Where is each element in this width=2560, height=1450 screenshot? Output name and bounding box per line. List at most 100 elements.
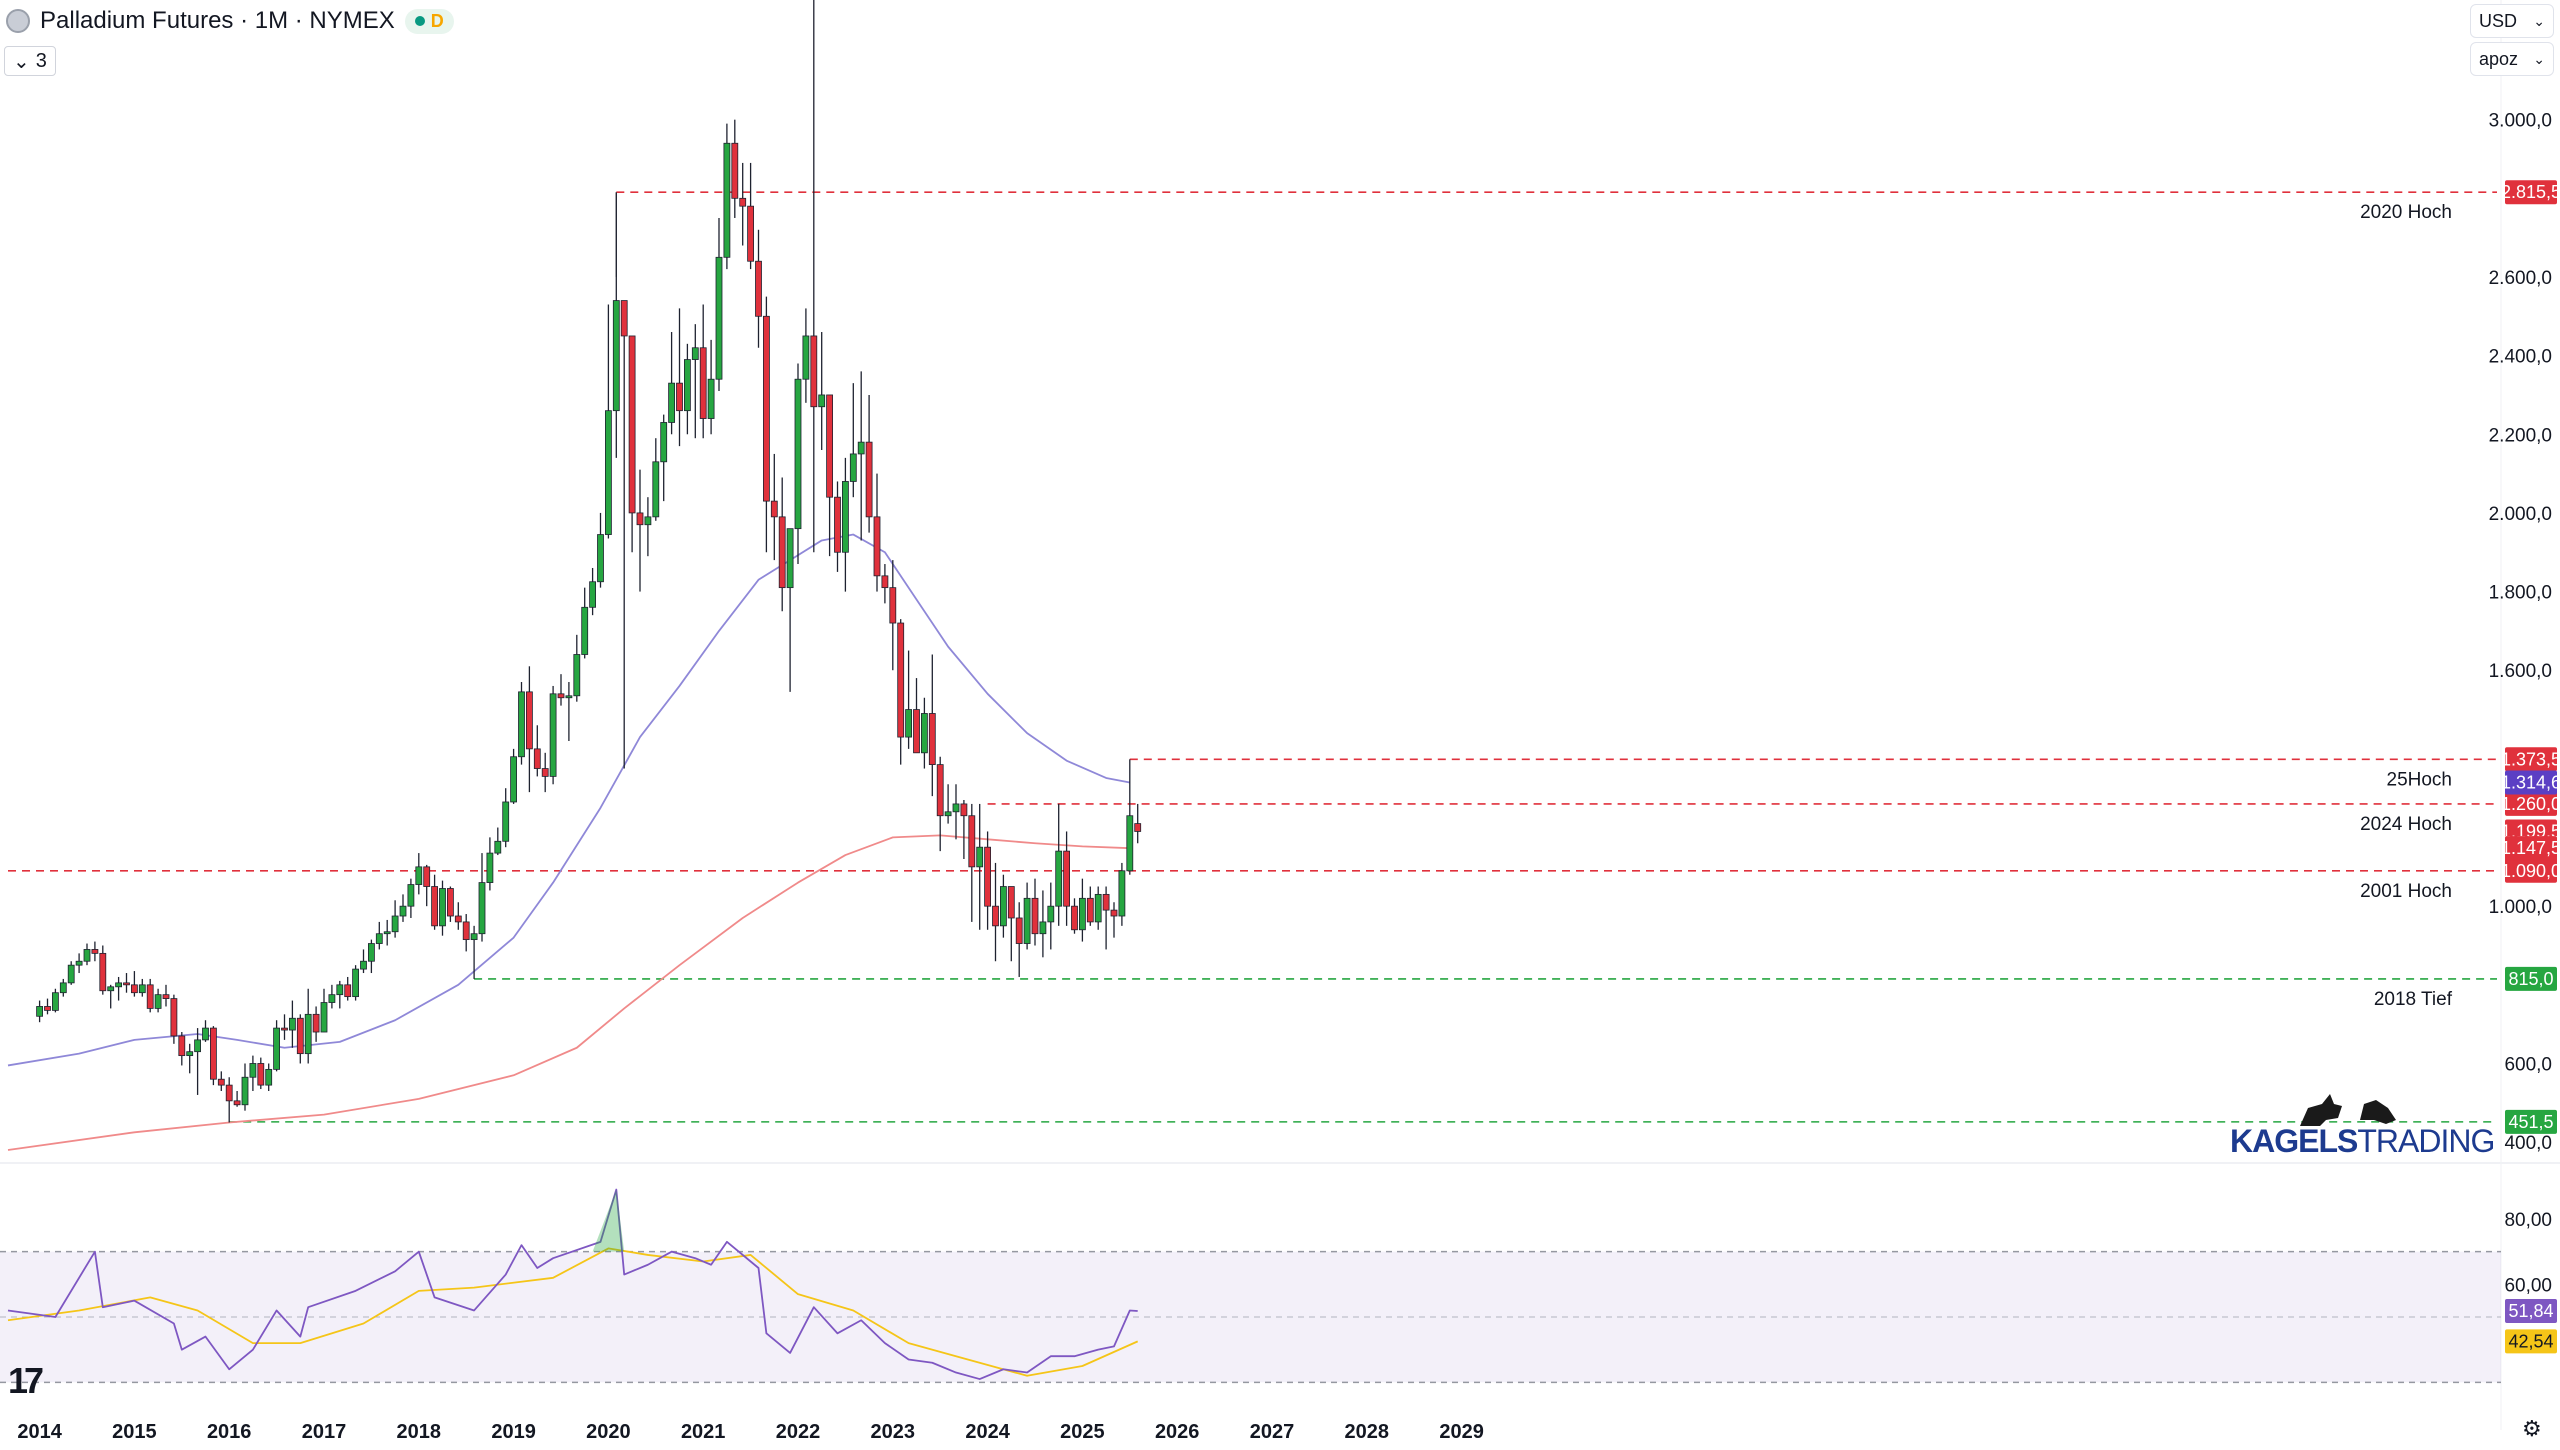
candle-down — [889, 587, 897, 624]
candle-up — [320, 1002, 328, 1033]
chart-header: Palladium Futures · 1M · NYMEX D — [6, 6, 454, 36]
price-axis-tick: 3.000,0 — [2489, 111, 2552, 132]
price-badge-text: 1.147,5 — [2501, 838, 2560, 858]
level-price-text: 1.373,5 — [2501, 749, 2560, 769]
candle-down — [1015, 917, 1023, 944]
time-axis-tick: 2025 — [1060, 1421, 1105, 1443]
candle-down — [810, 335, 818, 408]
price-badge-text: 1.314,6 — [2501, 772, 2560, 792]
candle-down — [170, 998, 178, 1037]
candle-down — [1086, 897, 1094, 923]
candle-up — [510, 756, 518, 803]
scale-mode-select[interactable]: apoz ⌄ — [2470, 42, 2554, 76]
candle-down — [897, 622, 905, 738]
ma-long-line — [7, 834, 1130, 1151]
candle-up — [336, 984, 344, 996]
brand-rest: TRADING — [2357, 1123, 2495, 1159]
time-axis-tick: 2021 — [681, 1421, 726, 1443]
time-axis-tick: 2016 — [207, 1421, 252, 1443]
time-axis-tick: 2014 — [17, 1421, 62, 1443]
candle-down — [628, 335, 636, 514]
level-label: 2020 Hoch — [2360, 202, 2452, 223]
candle-up — [849, 453, 857, 482]
candle-up — [660, 422, 668, 463]
candle-down — [699, 347, 707, 419]
level-price-text: 1.090,0 — [2501, 861, 2560, 881]
candle-up — [391, 915, 399, 933]
time-axis-tick: 2018 — [397, 1421, 442, 1443]
candle-down — [636, 512, 644, 526]
chevron-down-icon: ⌄ — [2533, 12, 2545, 29]
candle-up — [644, 516, 652, 526]
candle-down — [217, 1078, 225, 1086]
indicator-count: 3 — [35, 49, 47, 72]
candle-down — [296, 1017, 304, 1055]
candle-up — [802, 335, 810, 380]
candle-down — [91, 949, 99, 954]
candle-up — [715, 256, 723, 380]
candle-up — [668, 382, 675, 423]
market-status-badge[interactable]: D — [404, 8, 454, 34]
candle-down — [620, 300, 628, 337]
ma-short-line — [7, 533, 1130, 1067]
candle-up — [944, 811, 952, 817]
level-price-badge — [2505, 747, 2557, 772]
candle-down — [344, 984, 352, 998]
candle-up — [304, 1013, 312, 1055]
candle-up — [367, 943, 375, 962]
rsi-line — [7, 1188, 1138, 1380]
time-axis-tick: 2015 — [112, 1421, 157, 1443]
level-price-badge — [2505, 791, 2557, 816]
candle-down — [865, 441, 873, 518]
candle-down — [739, 197, 747, 207]
candle-up — [976, 846, 984, 868]
candle-down — [130, 984, 138, 994]
candle-down — [984, 846, 991, 907]
level-price-badge — [2505, 1109, 2557, 1134]
candle-up — [273, 1027, 281, 1070]
level-label: 2024 Hoch — [2360, 814, 2452, 835]
candle-up — [597, 534, 604, 583]
candle-up — [154, 994, 162, 1009]
candle-down — [873, 516, 881, 577]
symbol-title[interactable]: Palladium Futures · 1M · NYMEX — [40, 7, 395, 34]
level-label: 2001 Hoch — [2360, 881, 2452, 902]
candle-down — [281, 1027, 288, 1031]
candle-up — [439, 888, 446, 927]
candle-down — [778, 516, 786, 589]
time-axis-tick: 2019 — [491, 1421, 536, 1443]
candle-up — [407, 884, 415, 907]
candle-up — [612, 300, 620, 412]
rsi-ma-line — [7, 1247, 1139, 1377]
candle-up — [52, 992, 59, 1011]
candle-down — [928, 713, 936, 766]
candle-up — [1039, 921, 1047, 935]
candle-down — [1031, 897, 1039, 935]
candle-down — [225, 1084, 233, 1102]
candle-up — [83, 949, 91, 962]
tradingview-logo-icon[interactable]: 17 — [8, 1360, 44, 1401]
price-axis-tick: 1.000,0 — [2489, 897, 2552, 918]
candle-up — [138, 984, 146, 994]
price-axis-tick: 1.600,0 — [2489, 661, 2552, 682]
candle-up — [1000, 886, 1007, 927]
candle-up — [502, 801, 510, 842]
time-axis-tick: 2022 — [776, 1421, 821, 1443]
candle-down — [1110, 909, 1118, 917]
candle-up — [328, 994, 336, 1003]
currency-select[interactable]: USD ⌄ — [2470, 4, 2554, 38]
chevron-down-icon: ⌄ — [13, 50, 30, 73]
candle-down — [747, 205, 754, 262]
rsi-overbought-fill — [592, 1189, 625, 1252]
settings-gear-icon[interactable]: ⚙ — [2522, 1416, 2542, 1441]
candle-up — [288, 1017, 296, 1031]
price-axis-tick: 2.200,0 — [2489, 425, 2552, 446]
candle-down — [676, 382, 683, 412]
candle-up — [1079, 897, 1086, 931]
indicators-collapse-button[interactable]: ⌄ 3 — [4, 46, 56, 76]
brand-logo: KAGELSTRADING — [2230, 1090, 2495, 1160]
candle-down — [431, 886, 439, 927]
time-axis-tick: 2024 — [965, 1421, 1010, 1443]
time-axis-tick: 2020 — [586, 1421, 631, 1443]
